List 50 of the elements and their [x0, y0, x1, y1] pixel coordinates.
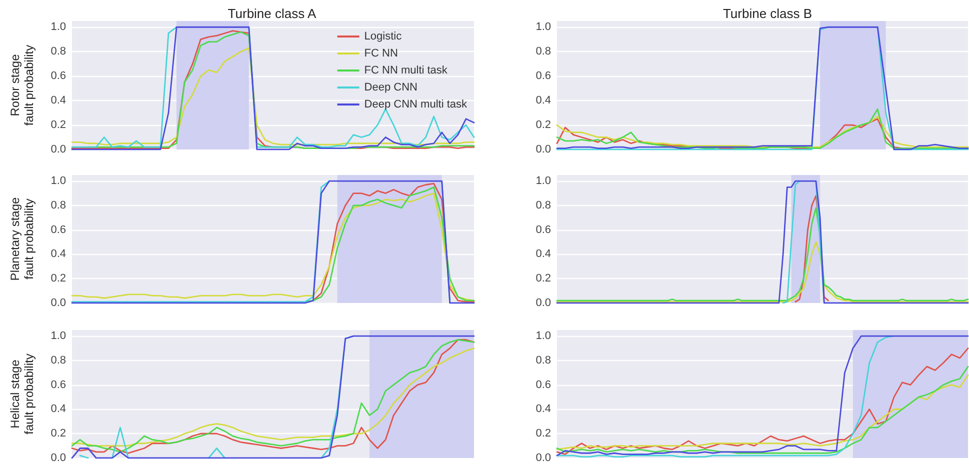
line-series: [556, 180, 969, 304]
y-tick-label: 0.0: [50, 452, 66, 464]
line-series: [71, 47, 475, 146]
y-tick-label: 0.0: [50, 144, 66, 156]
y-tick-label: 0.8: [536, 46, 551, 58]
y-tick-label: 0.4: [50, 94, 66, 107]
chart-title: Turbine class A: [228, 6, 317, 21]
legend-label: Deep CNN: [364, 82, 418, 94]
y-tick-label: 1.0: [536, 330, 551, 342]
y-tick-label: 0.2: [50, 428, 66, 440]
y-tick-label: 0.8: [536, 199, 551, 212]
chart-title: Turbine class B: [722, 6, 812, 21]
y-tick-label: 0.4: [50, 248, 66, 260]
y-tick-label: 0.0: [50, 297, 66, 309]
y-tick-label: 0.6: [536, 378, 551, 391]
y-tick-label: 0.6: [50, 378, 66, 391]
y-tick-label: 0.6: [50, 224, 66, 236]
y-tick-label: 0.2: [536, 428, 551, 440]
y-tick-label: 1.0: [536, 21, 551, 34]
y-tick-label: 0.8: [50, 46, 66, 58]
y-tick-label: 0.8: [536, 354, 551, 366]
y-tick-label: 0.6: [50, 70, 66, 82]
legend-label: Deep CNN multi task: [364, 98, 468, 110]
y-axis-title: Helical stage fault probability: [8, 354, 36, 434]
y-tick-label: 0.2: [50, 272, 66, 285]
y-tick-label: 0.4: [50, 403, 66, 416]
y-tick-label: 1.0: [50, 175, 66, 188]
y-tick-label: 0.4: [536, 403, 551, 416]
y-tick-label: 0.0: [536, 297, 551, 309]
y-tick-label: 0.0: [536, 452, 551, 464]
legend-label: FC NN multi task: [364, 64, 448, 76]
line-series: [556, 241, 969, 302]
y-tick-label: 0.4: [536, 94, 551, 107]
y-tick-label: 0.0: [536, 144, 551, 156]
y-tick-label: 0.2: [536, 272, 551, 285]
legend-label: Logistic: [364, 30, 402, 42]
y-tick-label: 0.4: [536, 248, 551, 260]
y-tick-label: 1.0: [536, 175, 551, 188]
legend-label: FC NN: [364, 48, 398, 60]
y-tick-label: 0.2: [50, 119, 66, 132]
y-axis-title: Rotor stage fault probability: [8, 44, 36, 126]
y-tick-label: 1.0: [50, 21, 66, 34]
y-tick-label: 0.8: [50, 199, 66, 212]
y-axis-title: Planetary stage fault probability: [8, 196, 36, 281]
y-tick-label: 0.6: [536, 70, 551, 82]
line-series: [556, 207, 969, 302]
y-tick-label: 0.8: [50, 354, 66, 366]
y-tick-label: 0.2: [536, 119, 551, 132]
y-tick-label: 0.6: [536, 224, 551, 236]
y-tick-label: 1.0: [50, 330, 66, 342]
